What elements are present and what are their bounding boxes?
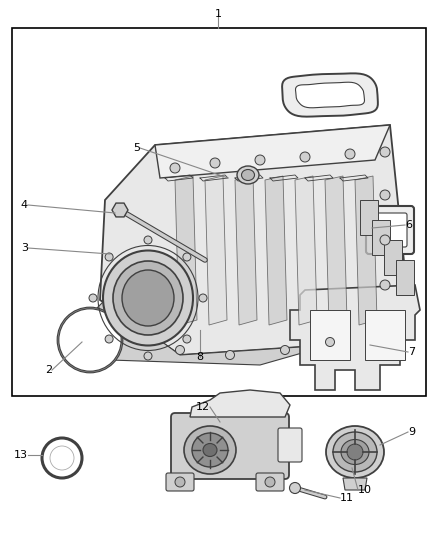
Polygon shape bbox=[343, 478, 367, 490]
Circle shape bbox=[175, 477, 185, 487]
Text: 11: 11 bbox=[340, 493, 354, 503]
Text: 10: 10 bbox=[358, 485, 372, 495]
FancyBboxPatch shape bbox=[171, 413, 289, 479]
Ellipse shape bbox=[341, 440, 369, 464]
Circle shape bbox=[58, 308, 122, 372]
Circle shape bbox=[176, 345, 184, 354]
Bar bbox=[372, 220, 390, 255]
Polygon shape bbox=[190, 390, 290, 417]
Polygon shape bbox=[290, 285, 420, 390]
FancyBboxPatch shape bbox=[278, 428, 302, 462]
Circle shape bbox=[280, 345, 290, 354]
Circle shape bbox=[325, 337, 335, 346]
Polygon shape bbox=[265, 176, 287, 325]
Circle shape bbox=[380, 235, 390, 245]
Polygon shape bbox=[235, 176, 257, 325]
Text: 2: 2 bbox=[45, 365, 52, 375]
Ellipse shape bbox=[203, 443, 217, 456]
Ellipse shape bbox=[122, 270, 174, 326]
Text: 7: 7 bbox=[408, 347, 415, 357]
Text: 12: 12 bbox=[196, 402, 210, 412]
Circle shape bbox=[105, 253, 113, 261]
Ellipse shape bbox=[326, 426, 384, 478]
Polygon shape bbox=[325, 176, 347, 325]
Polygon shape bbox=[282, 74, 378, 117]
FancyBboxPatch shape bbox=[373, 213, 407, 247]
Circle shape bbox=[89, 294, 97, 302]
Circle shape bbox=[183, 335, 191, 343]
Circle shape bbox=[210, 158, 220, 168]
Circle shape bbox=[265, 477, 275, 487]
Text: 9: 9 bbox=[408, 427, 415, 437]
Circle shape bbox=[144, 236, 152, 244]
Circle shape bbox=[345, 149, 355, 159]
Bar bbox=[365, 310, 405, 360]
Polygon shape bbox=[175, 176, 197, 325]
Circle shape bbox=[380, 190, 390, 200]
Circle shape bbox=[300, 152, 310, 162]
Bar bbox=[12, 28, 426, 396]
Ellipse shape bbox=[184, 426, 236, 474]
Text: 3: 3 bbox=[21, 243, 28, 253]
Polygon shape bbox=[205, 176, 227, 325]
Polygon shape bbox=[295, 176, 317, 325]
Ellipse shape bbox=[241, 169, 254, 181]
Text: 6: 6 bbox=[405, 220, 412, 230]
Ellipse shape bbox=[333, 432, 377, 472]
Circle shape bbox=[199, 294, 207, 302]
Bar bbox=[396, 260, 414, 295]
Circle shape bbox=[226, 351, 234, 359]
Bar bbox=[384, 240, 402, 275]
Circle shape bbox=[105, 335, 113, 343]
Circle shape bbox=[144, 352, 152, 360]
Polygon shape bbox=[355, 176, 377, 325]
Circle shape bbox=[42, 438, 82, 478]
Circle shape bbox=[380, 147, 390, 157]
Polygon shape bbox=[112, 203, 128, 217]
Polygon shape bbox=[100, 125, 410, 355]
Polygon shape bbox=[95, 300, 330, 365]
Text: 5: 5 bbox=[133, 143, 140, 153]
Ellipse shape bbox=[192, 433, 228, 467]
Circle shape bbox=[255, 155, 265, 165]
Text: 4: 4 bbox=[21, 200, 28, 210]
Bar bbox=[360, 200, 378, 235]
Circle shape bbox=[290, 482, 300, 494]
Circle shape bbox=[347, 444, 363, 460]
FancyBboxPatch shape bbox=[166, 473, 194, 491]
FancyBboxPatch shape bbox=[256, 473, 284, 491]
FancyBboxPatch shape bbox=[366, 206, 414, 254]
Text: 1: 1 bbox=[215, 9, 222, 19]
Ellipse shape bbox=[237, 166, 259, 184]
Text: 13: 13 bbox=[14, 450, 28, 460]
Polygon shape bbox=[296, 82, 364, 108]
Circle shape bbox=[170, 163, 180, 173]
Ellipse shape bbox=[103, 251, 193, 345]
Polygon shape bbox=[155, 125, 390, 178]
Text: 8: 8 bbox=[196, 352, 204, 362]
Bar bbox=[310, 310, 350, 360]
Ellipse shape bbox=[113, 261, 183, 335]
Circle shape bbox=[183, 253, 191, 261]
Circle shape bbox=[50, 446, 74, 470]
Circle shape bbox=[380, 280, 390, 290]
